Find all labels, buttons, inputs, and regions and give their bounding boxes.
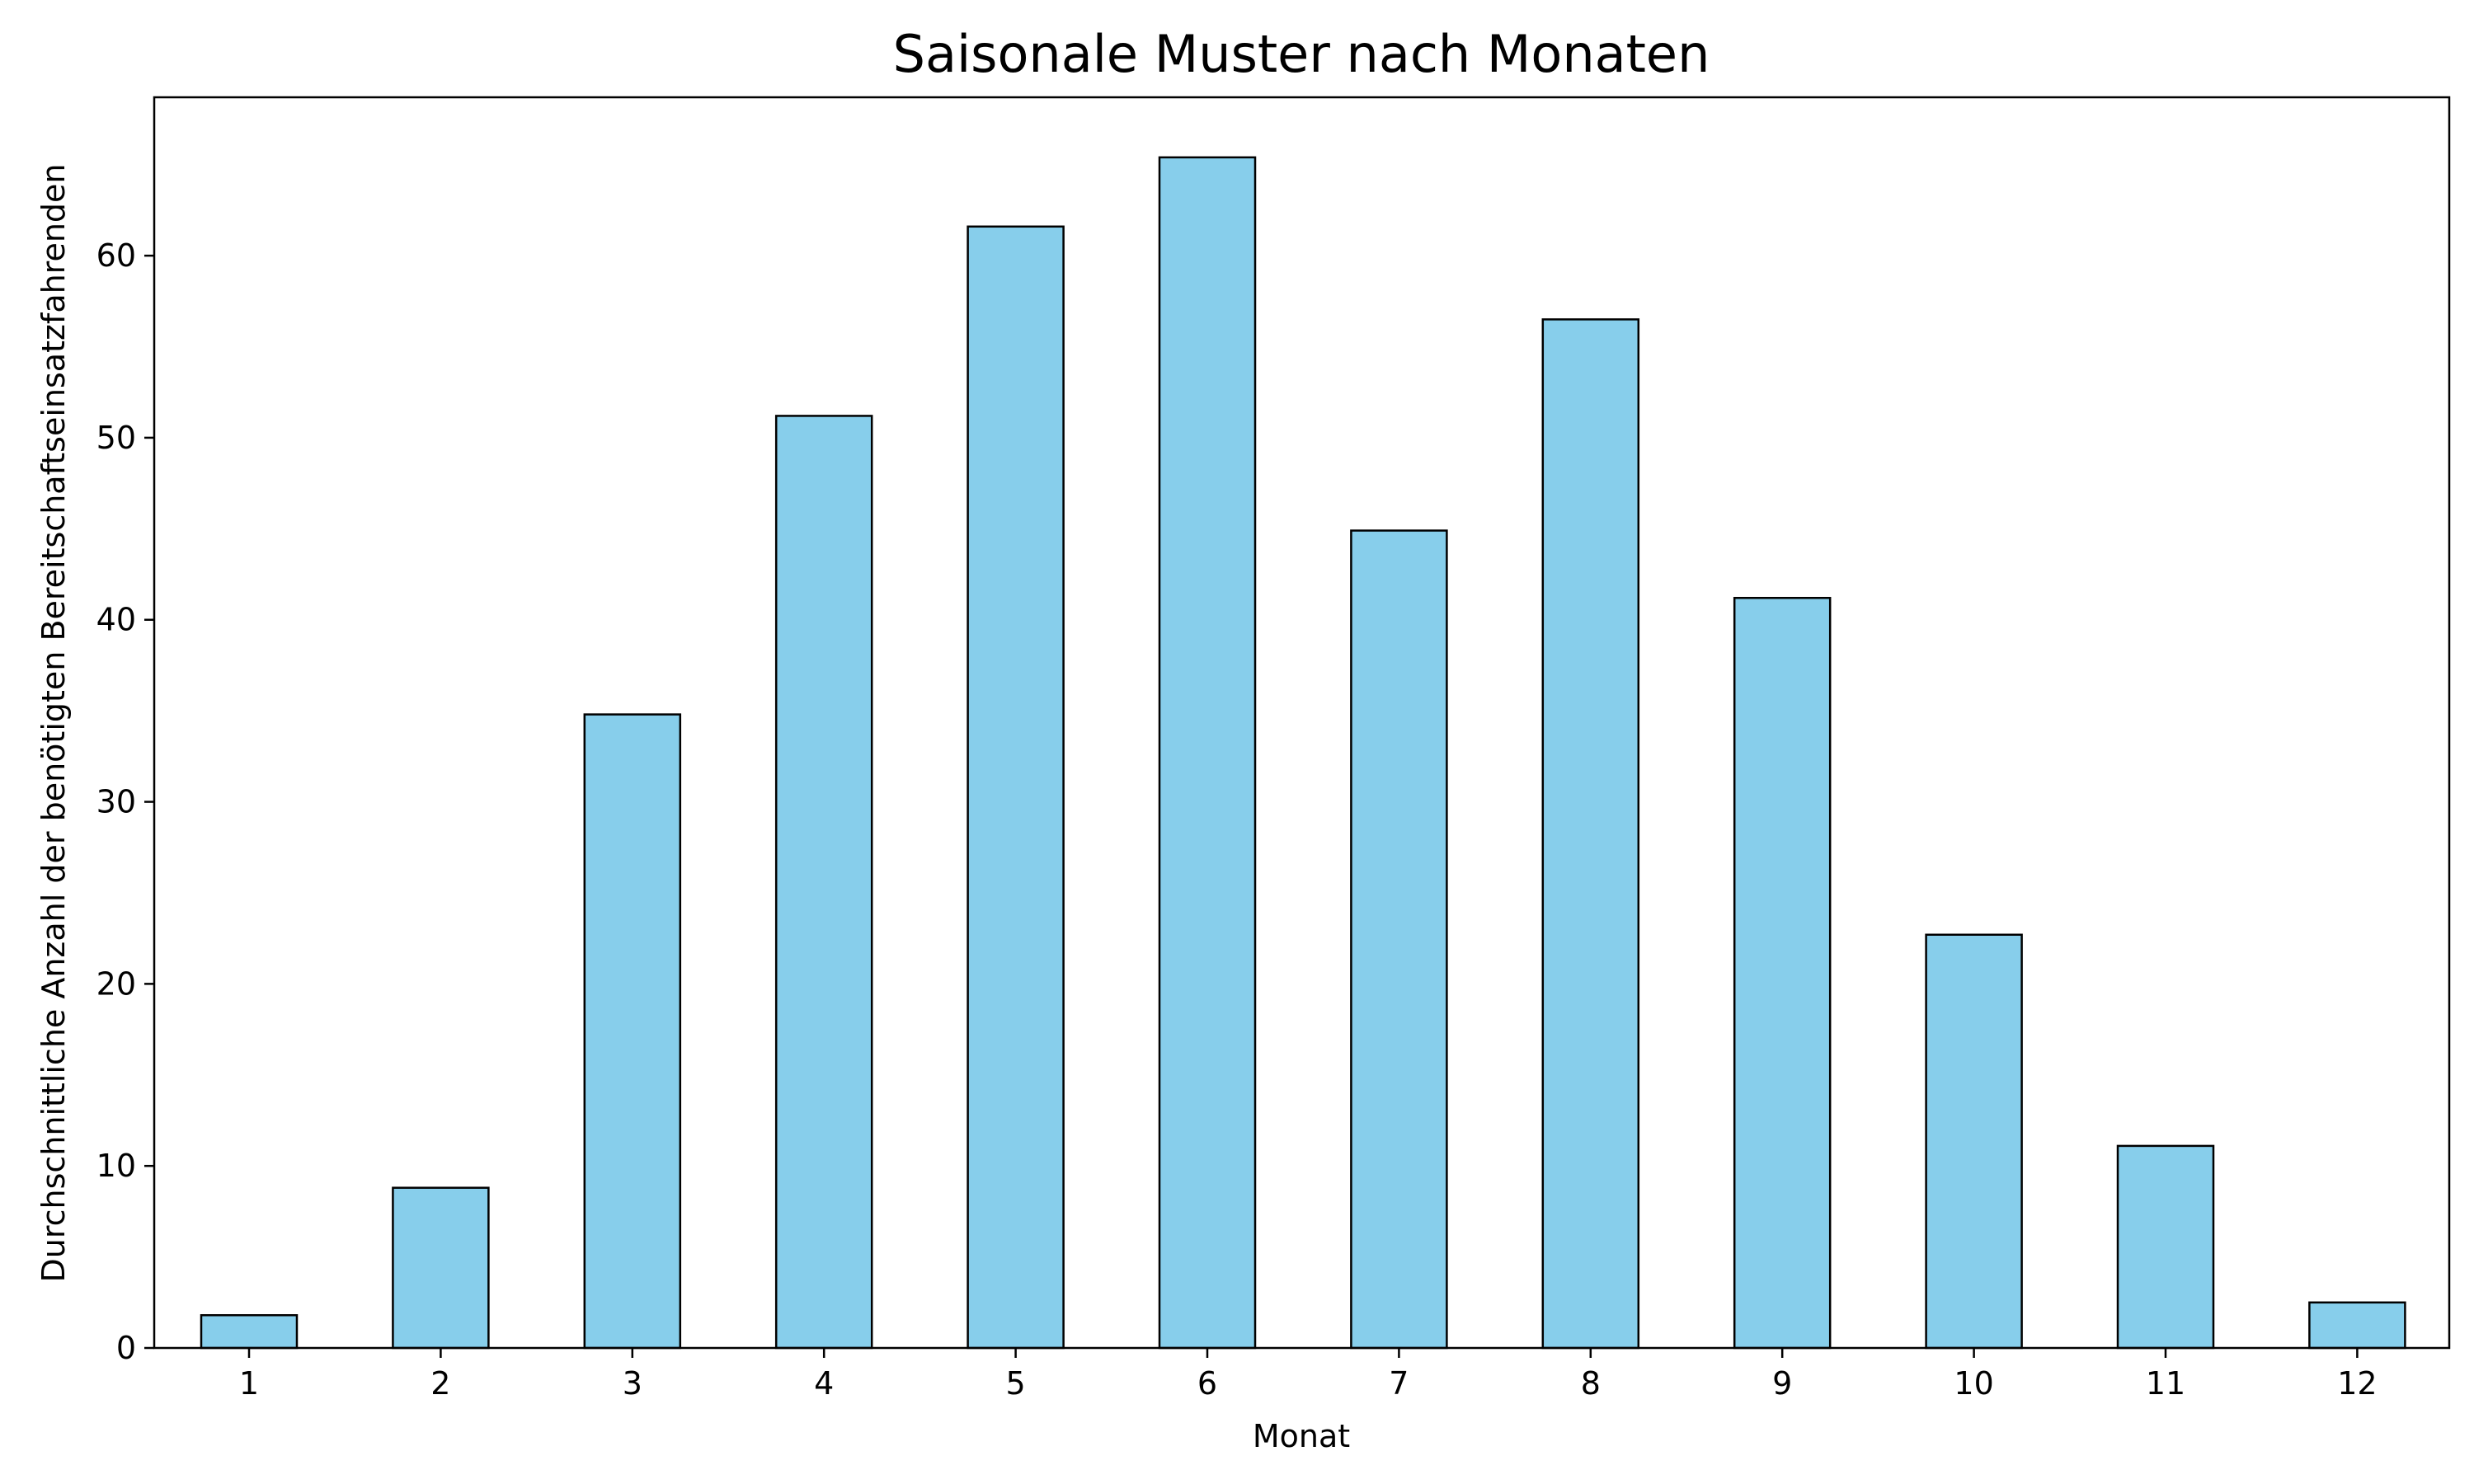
x-tick-label: 5: [1006, 1365, 1026, 1402]
plot-area-frame: [153, 96, 2451, 1350]
bar-month-4: [774, 415, 873, 1350]
y-tick-label: 60: [96, 237, 136, 274]
x-tick-label: 7: [1389, 1365, 1409, 1402]
bars-group: [200, 156, 2406, 1350]
bar-month-5: [967, 225, 1065, 1350]
x-axis-ticks: 1 2 3 4 5 6 7 8 9 10 11 12: [239, 1348, 2378, 1402]
x-tick-label: 10: [1954, 1365, 1993, 1402]
bar-month-1: [200, 1314, 299, 1350]
bar-month-9: [1733, 596, 1832, 1350]
x-tick-label: 4: [814, 1365, 834, 1402]
x-tick-label: 3: [623, 1365, 642, 1402]
y-axis-label: Durchschnittliche Anzahl der benötigten …: [35, 163, 72, 1282]
y-tick-label: 0: [116, 1330, 136, 1366]
x-tick-label: 1: [239, 1365, 259, 1402]
bar-month-12: [2308, 1301, 2406, 1350]
y-axis-ticks: 0 10 20 30 40 50 60: [96, 237, 154, 1366]
bar-month-6: [1158, 156, 1257, 1350]
y-tick-label: 10: [96, 1148, 136, 1184]
bar-month-8: [1541, 318, 1640, 1350]
y-tick-label: 30: [96, 784, 136, 820]
x-axis-label: Monat: [1253, 1418, 1350, 1454]
bar-month-11: [2116, 1144, 2215, 1350]
x-tick-label: 9: [1772, 1365, 1792, 1402]
y-tick-label: 40: [96, 602, 136, 638]
x-tick-label: 8: [1581, 1365, 1601, 1402]
bar-month-7: [1350, 529, 1448, 1350]
x-tick-label: 6: [1197, 1365, 1217, 1402]
chart-title: Saisonale Muster nach Monaten: [893, 24, 1710, 84]
bar-month-3: [583, 713, 682, 1350]
x-tick-label: 2: [430, 1365, 450, 1402]
x-tick-label: 12: [2337, 1365, 2377, 1402]
y-tick-label: 50: [96, 420, 136, 456]
y-tick-label: 20: [96, 965, 136, 1002]
bar-month-2: [392, 1186, 490, 1350]
bar-month-10: [1925, 933, 2023, 1350]
x-tick-label: 11: [2146, 1365, 2185, 1402]
